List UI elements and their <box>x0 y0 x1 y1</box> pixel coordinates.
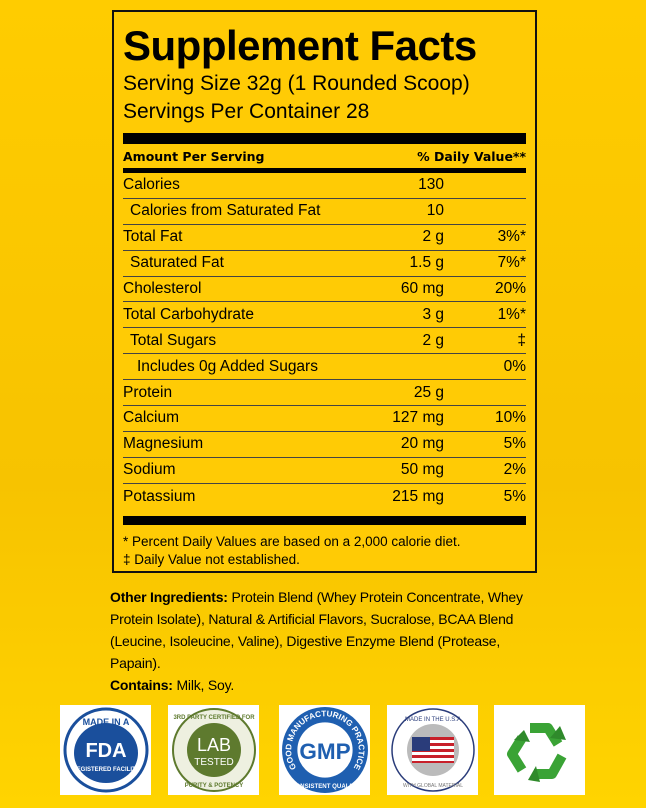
nutrient-amount: 2 g <box>422 228 444 246</box>
nutrient-row: Calories 130 <box>123 173 526 199</box>
nutrient-dv: 3%* <box>497 228 526 246</box>
other-ingredients-label: Other Ingredients: <box>110 589 228 605</box>
fda-badge-top-text: MADE IN A <box>82 717 129 727</box>
divider-bottom <box>123 515 526 525</box>
table-header: Amount Per Serving % Daily Value** <box>123 144 526 168</box>
usa-badge-bottom-text: WITH GLOBAL MATERIAL <box>402 783 462 789</box>
nutrient-dv: 10% <box>494 409 526 427</box>
footnote-not-established: ‡ Daily Value not established. <box>123 551 300 567</box>
serving-size: Serving Size 32g (1 Rounded Scoop) <box>123 72 470 95</box>
nutrient-amount: 25 g <box>413 383 444 401</box>
made-in-usa-badge: MADE IN THE U.S.A WITH GLOBAL MATERIAL <box>387 705 478 795</box>
gmp-badge-main-text: GMP <box>299 739 350 764</box>
nutrient-dv: 0% <box>503 357 526 375</box>
ingredients: Other Ingredients: Protein Blend (Whey P… <box>110 586 550 696</box>
lab-badge-bottom-text: PURITY & POTENCY <box>184 783 243 789</box>
other-ingredients: Other Ingredients: Protein Blend (Whey P… <box>110 586 550 674</box>
nutrient-row: Protein 25 g <box>123 380 526 407</box>
nutrient-name: Sodium <box>123 461 176 479</box>
nutrient-row: Magnesium 20 mg 5% <box>123 432 526 458</box>
nutrient-amount: 10 <box>426 202 444 220</box>
amount-header: Amount Per Serving <box>123 148 265 164</box>
nutrient-amount: 127 mg <box>392 409 444 427</box>
nutrient-name: Total Sugars <box>130 331 217 349</box>
nutrient-dv: ‡ <box>517 331 526 349</box>
nutrient-name: Total Carbohydrate <box>123 305 254 323</box>
contains-text: Milk, Soy. <box>172 677 235 693</box>
nutrient-dv: 1%* <box>497 305 526 323</box>
lab-badge-sub-text: TESTED <box>194 757 233 768</box>
lab-badge-top-text: 3RD PARTY CERTIFIED FOR <box>173 715 255 721</box>
footnote-dv: * Percent Daily Values are based on a 2,… <box>123 533 461 549</box>
nutrient-name: Calcium <box>123 409 179 427</box>
nutrient-dv: 2% <box>503 461 526 479</box>
contains: Contains: Milk, Soy. <box>110 674 550 696</box>
nutrient-amount: 20 mg <box>400 435 444 453</box>
nutrient-name: Cholesterol <box>123 280 202 297</box>
nutrient-amount: 50 mg <box>400 461 444 479</box>
contains-label: Contains: <box>110 677 173 693</box>
nutrient-amount: 3 g <box>422 305 444 323</box>
nutrient-row: Sodium 50 mg 2% <box>123 458 526 484</box>
nutrient-dv: 20% <box>494 280 526 297</box>
lab-tested-badge: 3RD PARTY CERTIFIED FOR LAB TESTED PURIT… <box>168 705 259 795</box>
nutrient-row: Total Sugars 2 g ‡ <box>123 328 526 355</box>
fda-registered-badge: MADE IN A FDA REGISTERED FACILITY <box>60 705 151 795</box>
nutrient-name: Saturated Fat <box>130 254 224 272</box>
nutrient-row: Calcium 127 mg 10% <box>123 406 526 432</box>
servings-per-container: Servings Per Container 28 <box>123 100 370 123</box>
nutrient-table: Calories 130 Calories from Saturated Fat 10… <box>123 173 526 510</box>
fda-badge-bottom-text: REGISTERED FACILITY <box>72 767 139 773</box>
divider-thick <box>123 133 526 144</box>
usa-badge-top-text: MADE IN THE U.S.A <box>405 717 461 723</box>
nutrient-row: Includes 0g Added Sugars 0% <box>123 354 526 381</box>
nutrient-amount: 60 mg <box>400 280 444 297</box>
nutrient-dv: 5% <box>503 487 526 505</box>
nutrient-amount: 130 <box>418 176 444 194</box>
nutrient-row: Calories from Saturated Fat 10 <box>123 199 526 225</box>
gmp-badge-bottom-text: CONSISTENT QUALITY <box>290 783 358 790</box>
nutrient-amount: 1.5 g <box>409 254 444 272</box>
recycle-badge <box>494 705 585 795</box>
nutrient-dv: 7%* <box>497 254 526 272</box>
nutrient-name: Magnesium <box>123 435 204 453</box>
other-ingredients-text: Protein Blend (Whey Protein Concentrate,… <box>110 589 523 671</box>
divider-medium <box>123 168 526 173</box>
nutrient-row: Total Carbohydrate 3 g 1%* <box>123 302 526 329</box>
nutrient-amount: 2 g <box>422 331 444 349</box>
supplement-facts-label: Supplement Facts Serving Size 32g (1 Rou… <box>112 10 537 573</box>
nutrient-row: Potassium 215 mg 5% <box>123 484 526 510</box>
nutrient-name: Total Fat <box>123 228 183 246</box>
nutrient-name: Includes 0g Added Sugars <box>137 357 318 375</box>
nutrient-row: Saturated Fat 1.5 g 7%* <box>123 251 526 277</box>
nutrient-name: Calories <box>123 176 180 194</box>
nutrient-name: Protein <box>123 383 173 401</box>
label-title: Supplement Facts <box>123 22 477 69</box>
gmp-badge: GOOD MANUFACTURING PRACTICE GMP CONSISTE… <box>279 705 370 795</box>
nutrient-row: Cholesterol 60 mg 20% <box>123 277 526 303</box>
nutrient-amount: 215 mg <box>392 487 444 505</box>
nutrient-name: Potassium <box>123 487 196 505</box>
nutrient-dv: 5% <box>503 435 526 453</box>
nutrient-row: Total Fat 2 g 3%* <box>123 225 526 251</box>
dv-header: % Daily Value** <box>417 148 526 164</box>
nutrient-name: Calories from Saturated Fat <box>130 202 321 220</box>
fda-badge-main-text: FDA <box>85 740 126 762</box>
lab-badge-main-text: LAB <box>196 735 230 755</box>
recycle-icon <box>506 723 566 782</box>
footnotes: * Percent Daily Values are based on a 2,… <box>123 533 526 569</box>
